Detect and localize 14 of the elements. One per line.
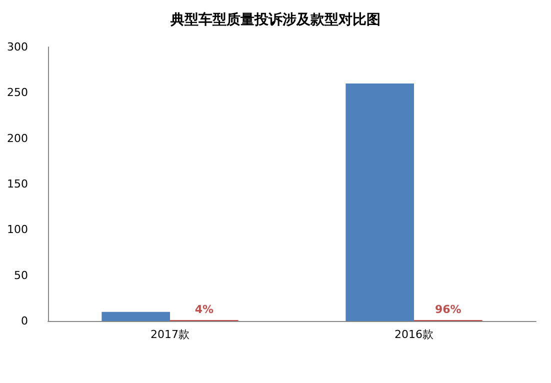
y-tick-label: 100	[7, 223, 28, 236]
y-tick-label: 50	[14, 268, 28, 282]
y-tick-label: 0	[21, 314, 28, 328]
x-tick-label: 2017款	[150, 328, 190, 341]
chart-title: 典型车型质量投诉涉及款型对比图	[170, 11, 380, 28]
y-tick-label: 200	[7, 132, 28, 145]
data-label: 4%	[194, 303, 214, 316]
y-tick-label: 250	[7, 86, 28, 100]
y-tick-label: 150	[7, 178, 28, 190]
x-tick-label: 2016款	[394, 328, 434, 341]
data-label: 96%	[434, 303, 462, 316]
y-tick-label: 300	[7, 40, 28, 54]
bar	[346, 84, 414, 321]
bar	[102, 312, 170, 321]
